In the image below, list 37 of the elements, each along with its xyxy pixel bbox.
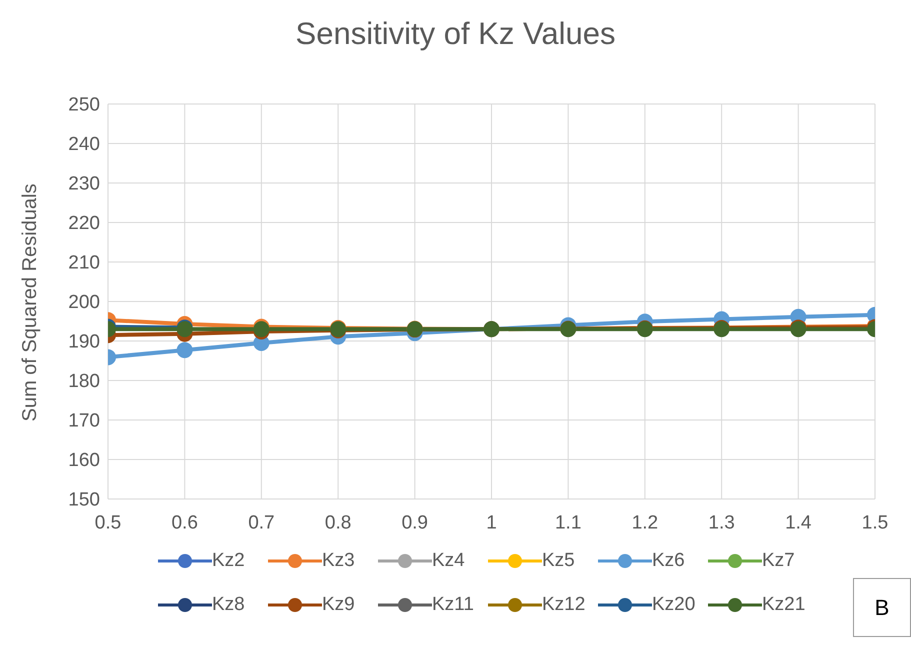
y-tick-label: 210: [68, 252, 100, 274]
y-tick-label: 240: [68, 134, 100, 156]
legend-label: Kz3: [322, 550, 355, 572]
y-axis-title: Sum of Squared Residuals: [19, 184, 42, 422]
x-tick-label: 0.6: [171, 512, 198, 534]
y-tick-label: 170: [68, 410, 100, 432]
x-tick-label: 0.9: [402, 512, 428, 534]
x-tick-label: 0.8: [324, 512, 352, 534]
x-tick-label: 1.4: [785, 512, 812, 534]
legend-label: Kz9: [322, 594, 355, 616]
y-tick-label: 180: [68, 371, 100, 392]
y-tick-label: 150: [68, 490, 100, 511]
x-tick-label: 1.2: [632, 512, 658, 534]
legend-label: Kz21: [762, 594, 806, 616]
legend-label: Kz7: [762, 550, 795, 572]
y-tick-label: 190: [68, 332, 100, 353]
legend-label: Kz6: [652, 550, 685, 572]
legend-label: Kz2: [212, 550, 245, 572]
legend-label: Kz5: [542, 550, 575, 572]
legend-label: Kz8: [212, 594, 245, 616]
y-tick-label: 200: [68, 292, 100, 314]
y-tick-label: 250: [68, 94, 100, 116]
legend-label: Kz11: [432, 594, 474, 616]
legend-label: Kz12: [542, 594, 586, 616]
y-tick-label: 230: [68, 174, 100, 195]
y-tick-label: 220: [68, 213, 100, 234]
x-tick-label: 0.7: [248, 512, 275, 534]
legend-label: Kz20: [652, 594, 696, 616]
chart-title: Sensitivity of Kz Values: [294, 16, 616, 52]
legend-label: Kz4: [432, 550, 465, 572]
x-tick-label: 1.5: [862, 512, 888, 534]
x-tick-label: 0.5: [94, 512, 122, 534]
x-tick-label: 1.3: [708, 512, 735, 534]
x-tick-label: 1: [486, 512, 497, 534]
text: B: [853, 578, 911, 637]
x-tick-label: 1.1: [554, 512, 582, 534]
y-tick-label: 160: [68, 450, 100, 472]
